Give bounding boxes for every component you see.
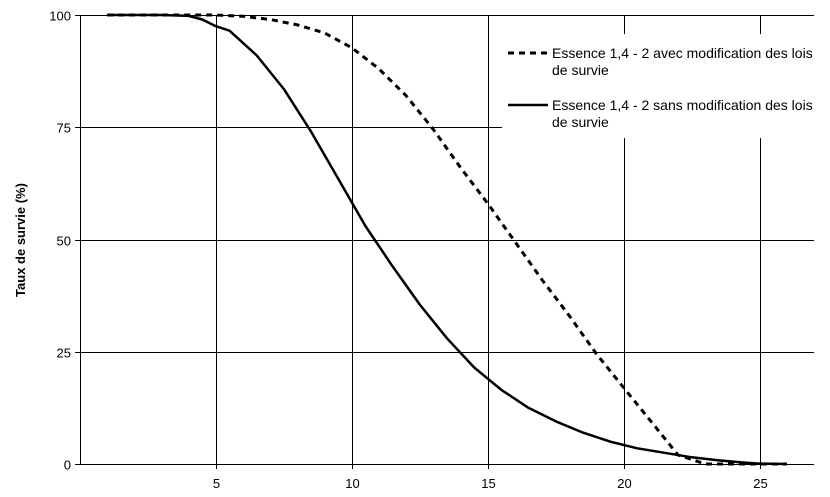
legend-label-line: de survie <box>552 62 609 78</box>
legend-label-line: Essence 1,4 - 2 sans modification des lo… <box>552 97 813 113</box>
series-layer <box>107 13 787 466</box>
y-tick-label: 50 <box>57 234 71 249</box>
x-tick-labels: 5 10 15 20 25 <box>213 476 768 491</box>
legend: Essence 1,4 - 2 avec modification des lo… <box>502 34 818 138</box>
x-tick-label: 10 <box>345 476 359 491</box>
x-tick-label: 5 <box>213 476 220 491</box>
x-tick-label: 20 <box>617 476 631 491</box>
legend-background <box>502 34 818 138</box>
y-tick-label: 25 <box>57 346 71 361</box>
axes <box>75 15 814 469</box>
legend-label-line: Essence 1,4 - 2 avec modification des lo… <box>552 45 813 61</box>
x-tick-label: 15 <box>481 476 495 491</box>
series-line-1 <box>107 13 787 466</box>
legend-label-series-2: Essence 1,4 - 2 sans modification des lo… <box>552 97 813 130</box>
legend-label-line: de survie <box>552 114 609 130</box>
y-tick-label: 0 <box>64 458 71 473</box>
y-tick-labels: 0 25 50 75 100 <box>49 9 71 473</box>
y-axis-title: Taux de survie (%) <box>13 183 28 297</box>
y-tick-label: 100 <box>49 9 71 24</box>
series-line-2 <box>107 13 787 466</box>
x-tick-label: 25 <box>753 476 767 491</box>
legend-label-series-1: Essence 1,4 - 2 avec modification des lo… <box>552 45 813 78</box>
y-tick-label: 75 <box>57 121 71 136</box>
